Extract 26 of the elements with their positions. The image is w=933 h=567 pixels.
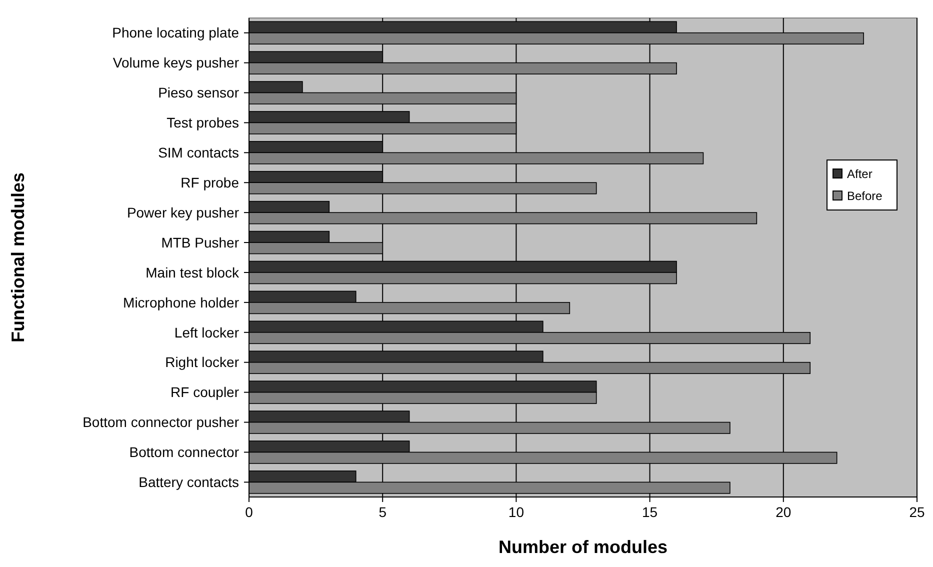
y-tick-label: MTB Pusher: [161, 234, 240, 250]
y-tick-label: Bottom connector pusher: [82, 414, 240, 430]
x-tick-label: 10: [508, 504, 524, 520]
legend-label: After: [847, 167, 872, 182]
y-tick-label: RF probe: [180, 174, 240, 191]
y-tick-label: Test probes: [166, 114, 239, 131]
x-tick-label: 5: [378, 504, 387, 520]
y-tick-label: Left locker: [174, 324, 240, 340]
y-axis-title: Functional modules: [8, 172, 28, 343]
y-tick-label: Phone locating plate: [112, 24, 240, 41]
y-tick-label: Right locker: [165, 354, 240, 370]
y-tick-label: RF coupler: [170, 384, 240, 400]
x-tick-label: 20: [776, 504, 792, 520]
y-tick-label: Main test block: [146, 264, 240, 280]
y-tick-label: Bottom connector: [129, 444, 240, 460]
y-tick-label: Pieso sensor: [158, 84, 240, 101]
x-tick-label: 0: [245, 504, 254, 520]
legend-label: Before: [847, 189, 883, 204]
y-tick-label: Power key pusher: [126, 204, 240, 220]
x-axis-title: Number of modules: [498, 537, 668, 557]
y-tick-label: Volume keys pusher: [112, 54, 240, 71]
x-tick-label: 25: [909, 504, 925, 520]
y-tick-label: Microphone holder: [123, 294, 240, 310]
x-tick-label: 15: [642, 504, 658, 520]
y-tick-label: SIM contacts: [158, 144, 239, 161]
y-tick-label: Battery contacts: [138, 474, 239, 490]
